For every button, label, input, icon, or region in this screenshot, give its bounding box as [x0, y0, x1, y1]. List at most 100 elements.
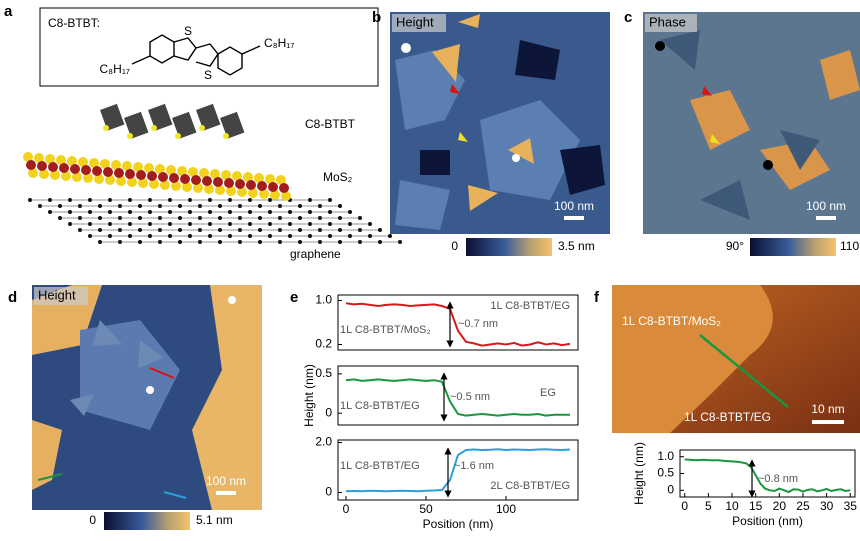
colorbar: [750, 238, 836, 256]
sulfur-atom: [223, 133, 229, 139]
y-tick-label: 0.5: [657, 466, 674, 480]
molecule: [132, 35, 260, 75]
scale-bar: [812, 420, 844, 424]
annotation: 1L C8-BTBT/EG: [490, 300, 570, 312]
figure: a C8-BTBT: S S C₈H₁₇ C₈H₁₇ C8-BTBT MoS₂ …: [0, 0, 860, 536]
panel-letter: a: [4, 3, 13, 20]
mos2-atom: [48, 162, 58, 172]
x-tick-label: 15: [749, 499, 763, 513]
x-tick-label: 5: [705, 499, 712, 513]
x-tick-label: 35: [844, 499, 858, 513]
panel-letter: d: [8, 289, 17, 306]
y-tick-label: 1.0: [657, 449, 674, 463]
graphene-atom: [388, 234, 392, 238]
x-tick-label: 100: [496, 502, 516, 516]
x-tick-label: 25: [796, 499, 810, 513]
panel-letter: c: [624, 9, 632, 26]
mos2-atom: [136, 170, 146, 180]
annotation: 1L C8-BTBT/EG: [340, 460, 420, 472]
x-axis-label: Position (nm): [732, 514, 803, 528]
x-tick-label: 50: [419, 502, 433, 516]
graphene-atom: [348, 210, 352, 214]
mos2-atom: [37, 161, 47, 171]
annotation: ~0.7 nm: [458, 318, 498, 330]
mos2-atom: [81, 165, 91, 175]
sulfur-atom: [175, 133, 181, 139]
mode: Height: [396, 14, 434, 29]
graphene-atom: [398, 240, 402, 244]
colorbar: [466, 238, 552, 256]
mos2-atom: [180, 174, 190, 184]
mos2-atom: [169, 173, 179, 183]
annotation: EG: [540, 387, 556, 399]
mos2-atom: [158, 172, 168, 182]
graphene-atom: [358, 216, 362, 220]
mos2-atom: [26, 160, 36, 170]
colorbar: [104, 512, 190, 530]
y-tick-label: 1.0: [315, 293, 332, 307]
mos2-atom: [103, 167, 113, 177]
mos2-atom: [191, 175, 201, 185]
layer-label: MoS₂: [323, 170, 353, 184]
mos2-atom: [279, 183, 289, 193]
y-tick-label: 0.5: [315, 366, 332, 380]
y-tick-label: 0: [325, 405, 332, 419]
y-axis-label: Height (nm): [302, 364, 316, 427]
y-tick-label: 0: [667, 482, 674, 496]
scale-bar: [564, 216, 584, 220]
colorbar-label: 0: [451, 239, 458, 253]
sulfur-atom: [199, 125, 205, 131]
mos2-atom: [213, 177, 223, 187]
graphene-atom: [378, 228, 382, 232]
x-tick-label: 30: [820, 499, 834, 513]
panel-letter: f: [594, 289, 600, 306]
colorbar-label: 110°: [840, 239, 860, 253]
annotation: ~1.6 nm: [454, 460, 494, 472]
sulfur-atom: [151, 125, 157, 131]
sulfur-atom: [127, 133, 133, 139]
mos2-atom: [125, 169, 135, 179]
y-tick-label: 0.2: [315, 337, 332, 351]
scale-bar-label: 100 nm: [206, 474, 246, 488]
colorbar-label: 3.5 nm: [558, 239, 595, 253]
mos2-atom: [202, 176, 212, 186]
mos2-atom: [268, 182, 278, 192]
sulfur: S: [204, 68, 212, 82]
annotation: ~0.5 nm: [450, 391, 490, 403]
sulfur-atom: [103, 125, 109, 131]
annotation: 1L C8-BTBT/EG: [340, 400, 420, 412]
mos2-atom: [92, 166, 102, 176]
mos2-atom: [59, 163, 69, 173]
mos2-atom: [257, 181, 267, 191]
mos2-atom: [224, 178, 234, 188]
y-tick-label: 2.0: [315, 435, 332, 449]
x-axis-label: Position (nm): [423, 517, 494, 531]
colorbar-label: 5.1 nm: [196, 513, 233, 527]
mos2-atom: [246, 180, 256, 190]
y-axis-label: Height (nm): [632, 442, 646, 505]
mode: Height: [38, 287, 76, 302]
formula-label: C8-BTBT:: [48, 16, 100, 30]
graphene-atom: [328, 198, 332, 202]
layer-label: C8-BTBT: [305, 117, 356, 131]
mos2-atom: [147, 171, 157, 181]
x-tick-label: 10: [725, 499, 739, 513]
layer-label: graphene: [290, 247, 341, 261]
panel-letter: e: [290, 289, 298, 306]
x-tick-label: 0: [343, 502, 350, 516]
scale-bar: [816, 216, 836, 220]
region-label: 1L C8-BTBT/EG: [684, 410, 771, 424]
mos2-atom: [114, 168, 124, 178]
substituent: C₈H₁₇: [100, 62, 130, 76]
mos2-atom: [235, 179, 245, 189]
scale-bar-label: 100 nm: [554, 199, 594, 213]
graphene-atom: [338, 204, 342, 208]
annotation: 1L C8-BTBT/MoS₂: [340, 324, 431, 336]
annotation: ~0.8 nm: [758, 473, 798, 485]
mos2-atom: [70, 164, 80, 174]
scale-bar-label: 100 nm: [806, 199, 846, 213]
graphene-atom: [368, 222, 372, 226]
x-tick-label: 20: [773, 499, 787, 513]
y-tick-label: 0: [325, 485, 332, 499]
region-label: 1L C8-BTBT/MoS₂: [622, 314, 721, 328]
